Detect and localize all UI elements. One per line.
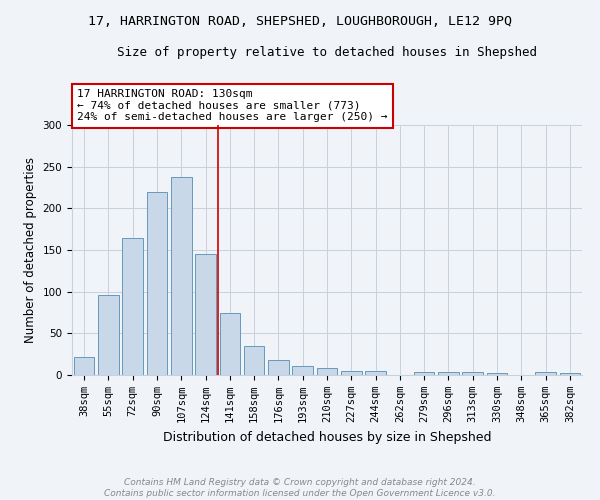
- Bar: [535, 372, 556, 375]
- Y-axis label: Number of detached properties: Number of detached properties: [24, 157, 37, 343]
- Bar: [317, 368, 337, 375]
- X-axis label: Distribution of detached houses by size in Shepshed: Distribution of detached houses by size …: [163, 430, 491, 444]
- Bar: [244, 346, 265, 375]
- Bar: [341, 371, 362, 375]
- Text: Contains HM Land Registry data © Crown copyright and database right 2024.
Contai: Contains HM Land Registry data © Crown c…: [104, 478, 496, 498]
- Bar: [122, 238, 143, 375]
- Bar: [365, 371, 386, 375]
- Bar: [195, 254, 216, 375]
- Text: 17 HARRINGTON ROAD: 130sqm
← 74% of detached houses are smaller (773)
24% of sem: 17 HARRINGTON ROAD: 130sqm ← 74% of deta…: [77, 90, 388, 122]
- Text: 17, HARRINGTON ROAD, SHEPSHED, LOUGHBOROUGH, LE12 9PQ: 17, HARRINGTON ROAD, SHEPSHED, LOUGHBORO…: [88, 15, 512, 28]
- Bar: [438, 372, 459, 375]
- Bar: [292, 366, 313, 375]
- Bar: [220, 314, 240, 375]
- Bar: [414, 372, 434, 375]
- Bar: [268, 360, 289, 375]
- Bar: [98, 295, 119, 375]
- Title: Size of property relative to detached houses in Shepshed: Size of property relative to detached ho…: [117, 46, 537, 59]
- Bar: [463, 372, 483, 375]
- Bar: [487, 374, 508, 375]
- Bar: [171, 176, 191, 375]
- Bar: [74, 356, 94, 375]
- Bar: [560, 374, 580, 375]
- Bar: [146, 192, 167, 375]
